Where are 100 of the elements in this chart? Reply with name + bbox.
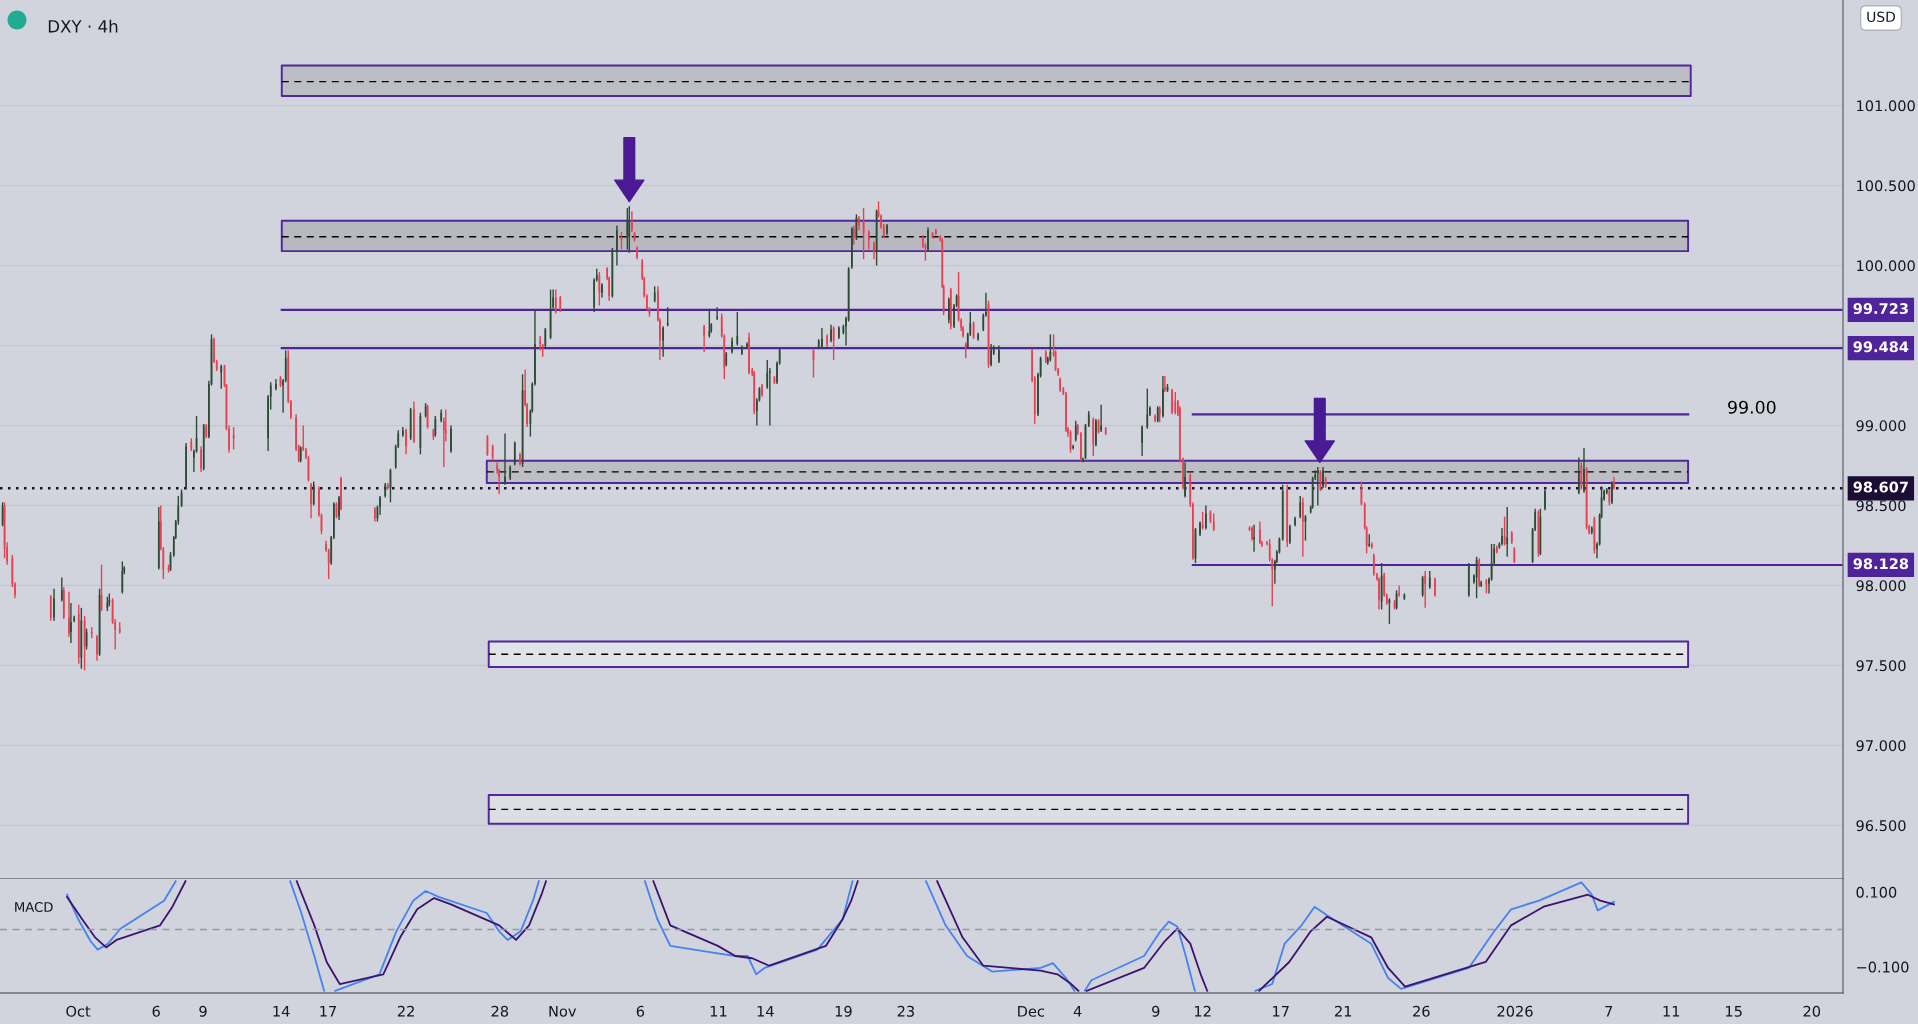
y-tick-label: 96.500 — [1856, 820, 1906, 832]
candlestick — [1322, 466, 1324, 489]
candlestick — [977, 332, 979, 342]
candlestick — [1146, 388, 1149, 430]
x-tick-label: 23 — [897, 1005, 914, 1017]
candlestick — [504, 432, 506, 486]
y-tick-label: 100.500 — [1857, 180, 1915, 192]
candlestick — [1104, 426, 1107, 436]
candlestick — [1072, 444, 1074, 451]
candlestick — [185, 442, 187, 491]
candlestick — [310, 482, 312, 519]
y-tick-label: 100.000 — [1857, 260, 1915, 272]
candlestick — [1299, 495, 1302, 519]
x-tick-label: 17 — [1273, 1005, 1289, 1017]
candlestick — [886, 223, 888, 236]
candlestick — [826, 333, 828, 348]
candlestick — [636, 245, 638, 260]
candlestick — [1613, 475, 1615, 491]
candlestick — [60, 576, 63, 603]
y-tick-label: 98.500 — [1856, 500, 1906, 512]
candlestick — [626, 207, 629, 251]
candlestick — [666, 306, 669, 328]
candlestick — [53, 587, 55, 622]
x-tick-label: 4 — [1073, 1005, 1082, 1017]
candlestick — [1174, 391, 1177, 416]
candlestick — [1141, 424, 1143, 457]
candlestick — [1577, 456, 1580, 495]
data-label: 98.128 — [1853, 558, 1909, 570]
candlestick — [1513, 546, 1516, 564]
candlestick — [1424, 570, 1427, 609]
candlestick — [1199, 520, 1201, 537]
data-label: 99.484 — [1853, 341, 1909, 353]
text: USD — [1867, 11, 1896, 23]
candlestick — [1288, 523, 1291, 545]
x-tick-label: Nov — [549, 1005, 577, 1017]
y-tick-label: 0.100 — [1856, 886, 1897, 898]
candlestick — [338, 495, 340, 521]
text: MACD — [15, 902, 53, 912]
x-tick-label: 11 — [1663, 1005, 1680, 1017]
candlestick — [662, 325, 664, 358]
candlestick — [947, 296, 950, 324]
candlestick — [1205, 504, 1207, 531]
candlestick — [1544, 488, 1546, 511]
candlestick — [631, 210, 633, 233]
x-tick-label: 21 — [1334, 1005, 1352, 1017]
candlestick — [275, 378, 277, 392]
candlestick — [1501, 527, 1503, 547]
x-tick-label: 19 — [835, 1005, 852, 1017]
candlestick — [821, 327, 823, 350]
x-tick-label: 12 — [1194, 1005, 1211, 1017]
x-tick-label: 14 — [757, 1005, 774, 1017]
candlestick — [200, 445, 202, 473]
candlestick — [1059, 376, 1061, 393]
candlestick — [927, 226, 929, 252]
y-tick-label: 98.000 — [1856, 580, 1906, 592]
candlestick — [373, 506, 376, 523]
x-tick-label: 6 — [152, 1005, 160, 1017]
candlestick — [1398, 584, 1401, 598]
x-tick-label: 15 — [1725, 1005, 1742, 1017]
candlestick — [830, 324, 832, 344]
candlestick — [628, 205, 631, 254]
candlestick — [1171, 388, 1173, 416]
candlestick — [96, 634, 98, 662]
candlestick — [837, 325, 840, 340]
x-tick-label: 22 — [397, 1005, 414, 1017]
candlestick — [1372, 552, 1375, 577]
y-tick-label: 97.000 — [1856, 740, 1906, 752]
candlestick — [1583, 447, 1585, 494]
x-tick-label: 26 — [1413, 1005, 1430, 1017]
x-tick-label: 28 — [491, 1005, 509, 1017]
x-tick-label: 9 — [1152, 1005, 1160, 1017]
ref-line-label: 98.607 — [1853, 481, 1908, 493]
candlestick — [616, 224, 618, 267]
candlestick — [601, 282, 603, 299]
candlestick — [731, 336, 733, 355]
candlestick — [867, 229, 870, 251]
candlestick — [387, 482, 389, 491]
candlestick — [413, 400, 415, 444]
candlestick — [832, 325, 835, 361]
x-tick-label: 20 — [1803, 1005, 1821, 1017]
x-tick-label: 7 — [1605, 1005, 1613, 1017]
candlestick — [220, 364, 223, 390]
x-tick-label: 6 — [636, 1005, 645, 1017]
x-tick-label: 9 — [199, 1005, 207, 1017]
candlestick — [741, 344, 743, 356]
annotation: 99.00 — [1728, 400, 1776, 414]
y-tick-label: 99.000 — [1856, 420, 1906, 432]
candlestick — [1154, 413, 1156, 423]
y-tick-label: −0.100 — [1857, 961, 1909, 973]
x-tick-label: 2026 — [1497, 1005, 1533, 1017]
candlestick — [990, 343, 992, 368]
candlestick — [873, 240, 875, 260]
candlestick — [1095, 418, 1097, 447]
data-label: 99.723 — [1853, 303, 1908, 315]
candlestick — [1302, 496, 1304, 558]
candlestick — [513, 440, 516, 467]
candlestick — [49, 594, 52, 622]
candlestick — [519, 452, 521, 467]
candlestick — [405, 428, 407, 455]
candlestick — [761, 383, 763, 398]
